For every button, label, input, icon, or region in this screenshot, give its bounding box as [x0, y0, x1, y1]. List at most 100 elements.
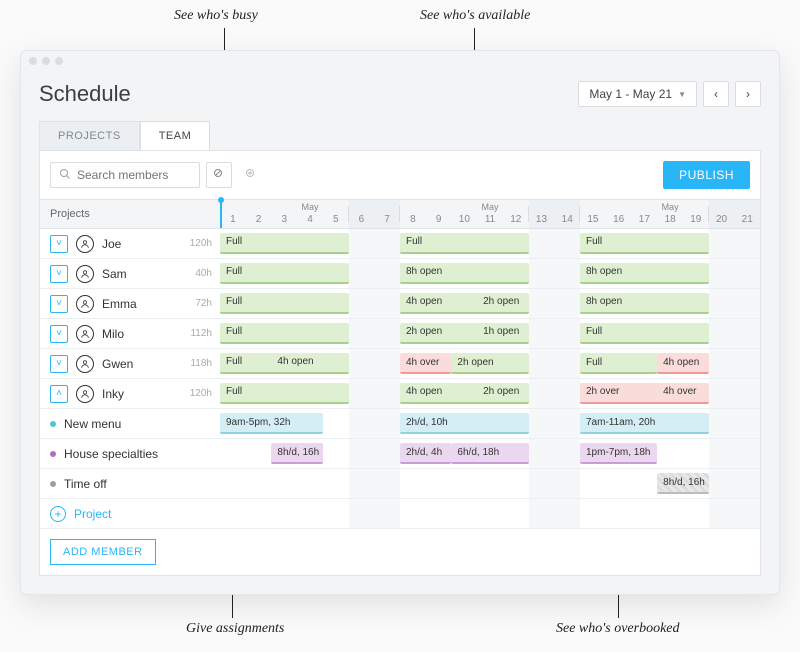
- availability-segment: 4h open: [400, 293, 477, 310]
- expand-toggle[interactable]: ˄: [50, 385, 68, 403]
- availability-segment: 4h over: [400, 353, 451, 374]
- day-column: May11: [477, 200, 503, 228]
- availability-block[interactable]: Full: [220, 293, 349, 314]
- filter-button[interactable]: [206, 162, 232, 188]
- day-column: 21: [734, 200, 760, 228]
- project-name: Time off: [64, 477, 212, 491]
- assignment-bar[interactable]: 7am-11am, 20h: [580, 413, 709, 434]
- project-row: House specialties 8h/d, 16h 2h/d, 4h6h/d, …: [40, 439, 760, 469]
- availability-block[interactable]: 4h open2h open: [400, 293, 529, 314]
- add-member-button[interactable]: ADD MEMBER: [50, 539, 156, 565]
- member-row: ˅Emma72hFull4h open2h open8h open: [40, 289, 760, 319]
- window-titlebar: [21, 51, 779, 71]
- expand-toggle[interactable]: ˅: [50, 355, 68, 373]
- assignment-bar[interactable]: 6h/d, 18h: [451, 443, 528, 464]
- page-title: Schedule: [39, 81, 131, 107]
- availability-block[interactable]: Full: [400, 233, 529, 254]
- day-column: 17: [632, 200, 658, 228]
- assignment-bar[interactable]: 8h/d, 16h: [271, 443, 322, 464]
- assignment-bar[interactable]: 9am-5pm, 32h: [220, 413, 323, 434]
- assignment-bar[interactable]: 2h/d, 10h: [400, 413, 529, 434]
- project-name: House specialties: [64, 447, 212, 461]
- availability-segment: 4h open: [271, 353, 348, 370]
- availability-block[interactable]: Full: [220, 323, 349, 344]
- project-name: New menu: [64, 417, 212, 431]
- day-column: 16: [606, 200, 632, 228]
- availability-segment: Full: [580, 323, 709, 340]
- tab-team[interactable]: TEAM: [140, 121, 211, 150]
- availability-block[interactable]: 4h over2h open: [400, 353, 529, 374]
- tab-projects[interactable]: PROJECTS: [39, 121, 140, 150]
- availability-segment: Full: [220, 293, 349, 310]
- availability-segment: 8h open: [400, 263, 529, 280]
- availability-block[interactable]: 8h open: [400, 263, 529, 284]
- availability-segment: Full: [220, 233, 349, 250]
- publish-button[interactable]: PUBLISH: [663, 161, 750, 189]
- day-column: 19: [683, 200, 709, 228]
- availability-segment: 2h open: [451, 353, 528, 374]
- availability-block[interactable]: Full: [220, 233, 349, 254]
- date-range-picker[interactable]: May 1 - May 21 ▼: [578, 81, 697, 107]
- expand-toggle[interactable]: ˅: [50, 325, 68, 343]
- grid-corner-label: Projects: [40, 200, 220, 228]
- day-column: 13: [529, 200, 555, 228]
- availability-block[interactable]: Full: [220, 263, 349, 284]
- availability-block[interactable]: Full: [580, 233, 709, 254]
- availability-block[interactable]: Full: [580, 323, 709, 344]
- availability-block[interactable]: 8h open: [580, 263, 709, 284]
- chevron-down-icon: ▼: [678, 90, 686, 99]
- avatar-icon: [76, 325, 94, 343]
- callout-busy: See who's busy: [174, 8, 258, 24]
- member-row: ˅Milo112hFull2h open1h openFull: [40, 319, 760, 349]
- availability-block[interactable]: Full: [220, 383, 349, 404]
- search-input[interactable]: [50, 162, 200, 188]
- availability-segment: 2h open: [400, 323, 477, 340]
- day-column: 1: [220, 200, 246, 228]
- availability-block[interactable]: 8h open: [580, 293, 709, 314]
- availability-segment: 2h open: [477, 293, 528, 310]
- member-hours: 120h: [190, 238, 212, 249]
- day-column: May4: [297, 200, 323, 228]
- assignment-bar[interactable]: 2h/d, 4h: [400, 443, 451, 464]
- expand-toggle[interactable]: ˅: [50, 265, 68, 283]
- expand-toggle[interactable]: ˅: [50, 295, 68, 313]
- plus-icon: +: [50, 506, 66, 522]
- availability-block[interactable]: 2h over4h over: [580, 383, 709, 404]
- day-column: 20: [709, 200, 735, 228]
- app-window: Schedule May 1 - May 21 ▼ ‹ › PROJECTS T…: [20, 50, 780, 595]
- member-row: ˅ Joe 120h Full Full Full: [40, 229, 760, 259]
- availability-block[interactable]: 2h open1h open: [400, 323, 529, 344]
- availability-segment: 2h over: [580, 383, 657, 400]
- member-name: Joe: [102, 237, 182, 251]
- availability-block[interactable]: Full4h open: [220, 353, 349, 374]
- day-column: 2: [246, 200, 272, 228]
- availability-block[interactable]: 4h open2h open: [400, 383, 529, 404]
- availability-segment: Full: [580, 353, 657, 374]
- availability-segment: 4h open: [657, 353, 708, 374]
- day-column: 6: [349, 200, 375, 228]
- callout-overbooked: See who's overbooked: [556, 621, 680, 637]
- member-name: Sam: [102, 267, 187, 281]
- prev-range-button[interactable]: ‹: [703, 81, 729, 107]
- availability-segment: 2h open: [477, 383, 528, 400]
- add-project-row[interactable]: +Project: [40, 499, 760, 529]
- chevron-right-icon: ›: [746, 87, 750, 101]
- member-row: ˄Inky120hFull4h open2h open2h over4h ove…: [40, 379, 760, 409]
- zoom-in-button[interactable]: [238, 162, 264, 188]
- schedule-panel: PUBLISH Projects123May45678910May1112131…: [39, 150, 761, 576]
- expand-toggle[interactable]: ˅: [50, 235, 68, 253]
- member-row: ˅Sam40hFull8h open8h open: [40, 259, 760, 289]
- member-hours: 112h: [190, 328, 212, 339]
- day-column: 14: [554, 200, 580, 228]
- assignment-bar[interactable]: 8h/d, 16h: [657, 473, 708, 494]
- avatar-icon: [76, 385, 94, 403]
- assignment-bar[interactable]: 1pm-7pm, 18h: [580, 443, 657, 464]
- search-field[interactable]: [77, 168, 191, 182]
- availability-block[interactable]: Full4h open: [580, 353, 709, 374]
- availability-segment: 8h open: [580, 293, 709, 310]
- availability-segment: 4h over: [657, 383, 708, 400]
- availability-segment: Full: [580, 233, 709, 250]
- project-color-dot: [50, 451, 56, 457]
- next-range-button[interactable]: ›: [735, 81, 761, 107]
- date-range-label: May 1 - May 21: [589, 87, 672, 101]
